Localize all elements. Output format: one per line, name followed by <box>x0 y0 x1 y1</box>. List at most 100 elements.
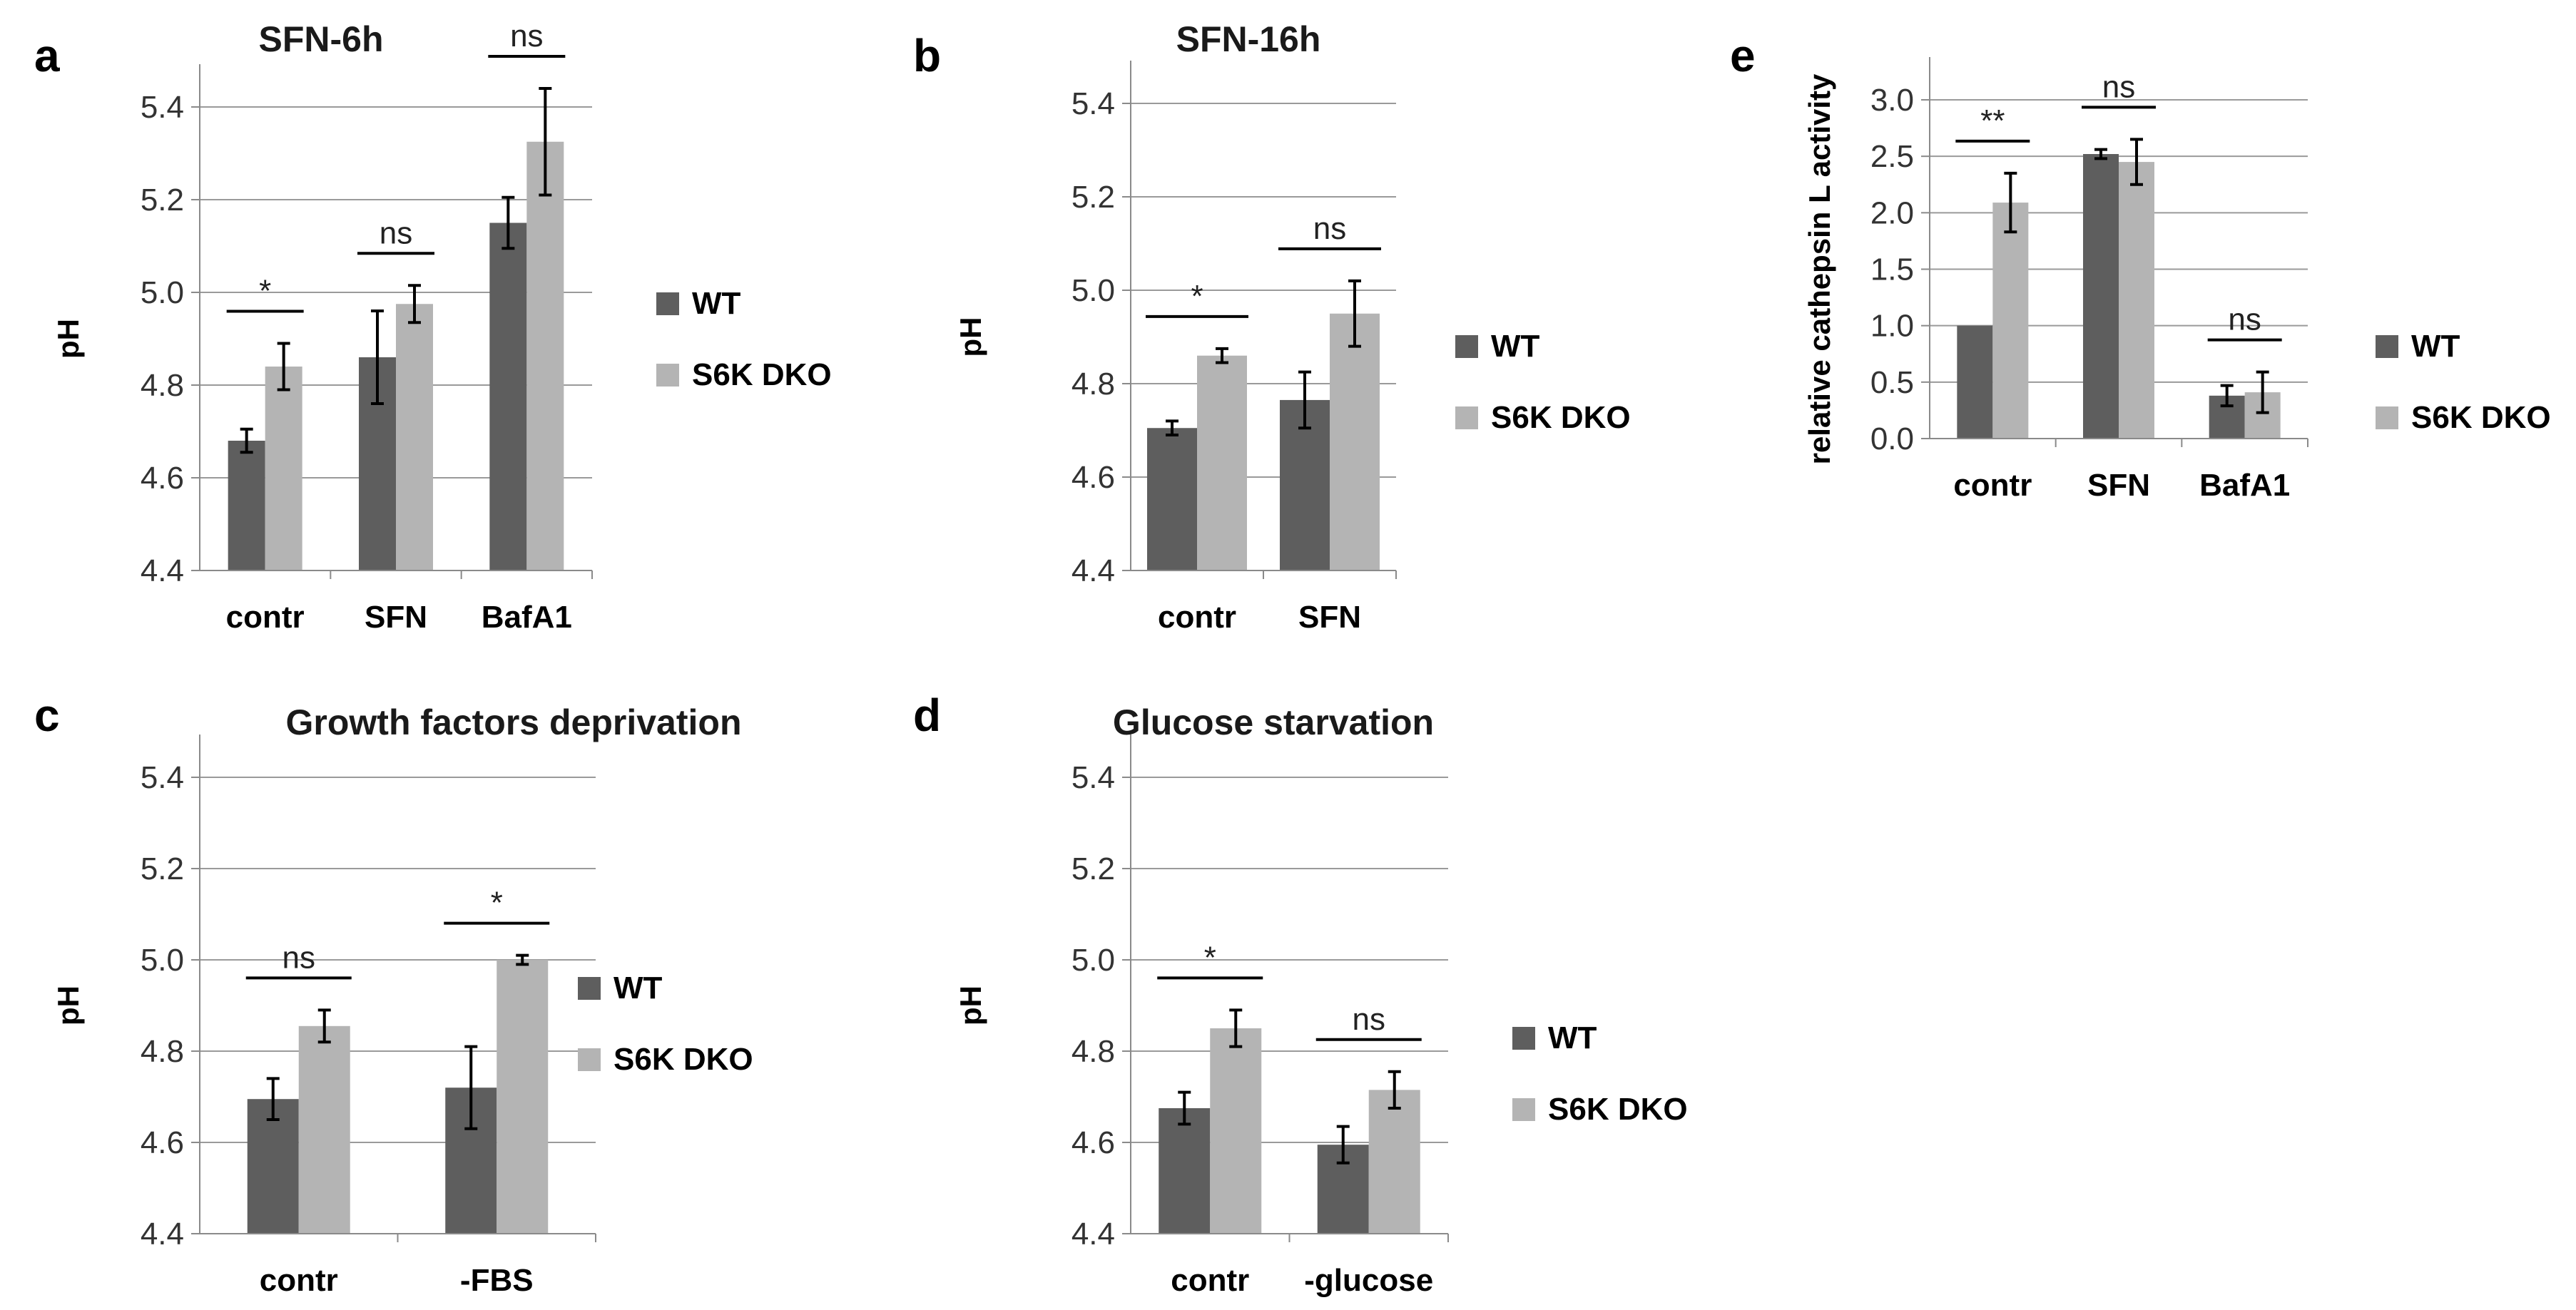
chart-panel-d: d Glucose starvation 4.4 4.6 4.8 5.0 5.2 5.4 pH c… <box>913 690 1688 1298</box>
y-tick-label: 5.0 <box>141 275 184 310</box>
error-bar <box>1336 1125 1350 1165</box>
error-bar <box>2130 138 2143 186</box>
bar-wt-contr <box>247 1099 299 1234</box>
y-axis-label: pH <box>954 317 987 357</box>
bar-wt-contr <box>1159 1108 1211 1234</box>
panel-letter: a <box>34 30 60 81</box>
y-tick-label: 0.0 <box>1870 421 1914 456</box>
error-bar <box>516 953 529 966</box>
chart-title: SFN-16h <box>1176 19 1321 59</box>
y-tick-label: 5.4 <box>1071 760 1115 795</box>
y-tick-label: 5.0 <box>1071 943 1115 978</box>
bar-wt-sfn <box>2083 154 2119 439</box>
chart-panel-e: e 0.0 0.5 1.0 1.5 2.0 2.5 3.0 relative cathepsin… <box>1730 30 2551 503</box>
bar-dko-sfn <box>2119 162 2154 439</box>
x-tick-label: BafA1 <box>2199 468 2290 503</box>
error-bar <box>277 342 290 392</box>
legend-label: S6K DKO <box>614 1042 753 1077</box>
y-tick-label: 5.2 <box>1071 851 1115 886</box>
significance-label: * <box>1191 279 1203 314</box>
x-tick-label: contr <box>226 600 305 635</box>
x-tick-label: contr <box>1171 1263 1249 1298</box>
y-tick-label: 4.8 <box>141 368 184 403</box>
legend-swatch-wt <box>1455 335 1478 358</box>
x-tick-label: SFN <box>2087 468 2150 503</box>
y-tick-label: 5.4 <box>1071 86 1115 121</box>
y-axis-label: pH <box>51 319 85 359</box>
x-tick-label: contr <box>1953 468 2032 503</box>
error-bar <box>1388 1070 1401 1110</box>
y-tick-label: 1.0 <box>1870 309 1914 344</box>
error-bar <box>2004 171 2017 234</box>
significance-label: ns <box>1313 211 1346 246</box>
bar-dko-contr <box>298 1025 350 1234</box>
significance-label: ns <box>510 19 543 53</box>
y-tick-label: 1.5 <box>1870 252 1914 287</box>
error-bar <box>240 427 253 454</box>
x-tick-label: BafA1 <box>482 600 572 635</box>
x-tick-label: -FBS <box>460 1263 534 1298</box>
legend-swatch-wt <box>656 292 679 315</box>
error-bar <box>539 87 552 197</box>
chart-panel-b: b SFN-16h 4.4 4.6 4.8 5.0 5.2 5.4 pH contr * SFN ns W… <box>913 19 1631 635</box>
legend-label: WT <box>614 971 663 1005</box>
error-bar <box>266 1077 280 1121</box>
legend-label: WT <box>692 286 741 321</box>
bar-dko-bafa1 <box>526 141 564 570</box>
legend-swatch-dko <box>2376 406 2398 429</box>
legend-label: WT <box>1491 329 1540 364</box>
error-bar <box>2256 370 2269 414</box>
significance-label: ns <box>282 940 315 975</box>
bar-dko-contr <box>1992 203 2029 439</box>
significance-label: ns <box>2102 69 2135 104</box>
bar-dko-glucose <box>1368 1090 1420 1234</box>
error-bar <box>2094 148 2107 160</box>
significance-label: * <box>259 274 271 309</box>
y-tick-label: 5.4 <box>141 90 184 125</box>
legend-swatch-dko <box>656 364 679 387</box>
y-tick-label: 4.4 <box>1071 553 1115 588</box>
y-tick-label: 4.6 <box>1071 460 1115 495</box>
legend-swatch-wt <box>578 977 601 1000</box>
y-tick-label: 4.8 <box>1071 367 1115 401</box>
error-bar <box>371 309 384 405</box>
significance-label: ns <box>2228 302 2261 337</box>
error-bar <box>317 1008 331 1044</box>
panel-letter: e <box>1730 30 1756 81</box>
error-bar <box>1229 1008 1243 1048</box>
legend-swatch-wt <box>1512 1027 1535 1050</box>
y-tick-label: 5.2 <box>1071 180 1115 215</box>
error-bar <box>1348 279 1361 348</box>
chart-title: SFN-6h <box>259 19 384 59</box>
bar-dko-contr <box>1210 1028 1262 1234</box>
legend-label: S6K DKO <box>1548 1092 1688 1127</box>
panel-letter: d <box>913 690 941 741</box>
bar-wt-contr <box>228 441 265 570</box>
y-tick-label: 4.4 <box>141 553 184 588</box>
x-tick-label: contr <box>1158 600 1236 635</box>
y-tick-label: 4.6 <box>141 461 184 496</box>
y-tick-label: 3.0 <box>1870 83 1914 118</box>
legend-swatch-dko <box>1455 406 1478 429</box>
y-tick-label: 4.6 <box>141 1125 184 1160</box>
bar-dko-sfn <box>396 304 433 570</box>
x-tick-label: SFN <box>365 600 427 635</box>
bar-dko-contr <box>1197 355 1247 570</box>
y-tick-label: 5.0 <box>141 943 184 978</box>
significance-label: * <box>491 886 503 921</box>
y-tick-label: 4.8 <box>1071 1034 1115 1069</box>
chart-title: Glucose starvation <box>1113 702 1434 742</box>
legend-swatch-wt <box>2376 335 2398 358</box>
significance-label: ns <box>1353 1002 1385 1037</box>
legend-label: WT <box>1548 1020 1597 1055</box>
bar-dko-contr <box>265 367 302 570</box>
y-tick-label: 4.4 <box>1071 1217 1115 1252</box>
y-tick-label: 5.0 <box>1071 273 1115 308</box>
chart-title: Growth factors deprivation <box>286 702 742 742</box>
y-axis-label: pH <box>954 986 987 1025</box>
significance-label: ** <box>1980 103 2005 138</box>
panel-letter: c <box>34 690 60 741</box>
y-axis-label: pH <box>51 986 85 1025</box>
error-bar <box>1166 419 1178 437</box>
